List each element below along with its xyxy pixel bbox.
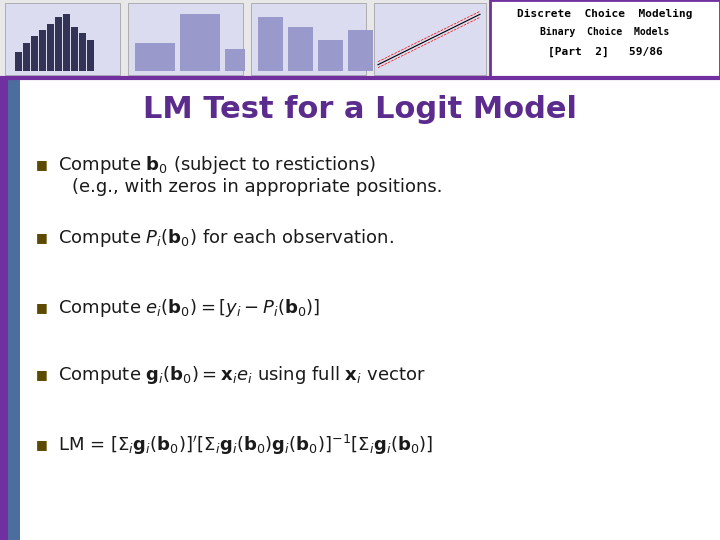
Bar	[8, 78, 20, 540]
Text: ■: ■	[36, 368, 48, 381]
Text: (e.g., with zeros in appropriate positions.: (e.g., with zeros in appropriate positio…	[72, 178, 443, 196]
Bar	[5, 3, 120, 75]
Bar	[39, 30, 46, 71]
Text: ■: ■	[36, 159, 48, 172]
Bar	[0, 78, 8, 540]
Text: LM = $[\Sigma_i\mathbf{g}_i(\mathbf{b}_0)]'[\Sigma_i\mathbf{g}_i(\mathbf{b}_0)\m: LM = $[\Sigma_i\mathbf{g}_i(\mathbf{b}_0…	[58, 433, 433, 457]
Bar	[128, 3, 243, 75]
Bar	[318, 39, 343, 71]
Bar	[258, 17, 283, 71]
Bar	[180, 14, 220, 71]
Text: ■: ■	[36, 301, 48, 314]
Bar	[288, 27, 313, 71]
Bar	[55, 17, 62, 71]
Bar	[63, 14, 70, 71]
Text: Compute $e_i(\mathbf{b}_0) = [y_i - P_i(\mathbf{b}_0)]$: Compute $e_i(\mathbf{b}_0) = [y_i - P_i(…	[58, 297, 320, 319]
Bar	[47, 24, 54, 71]
Bar	[348, 30, 373, 71]
Text: Compute $\mathbf{g}_i(\mathbf{b}_0) = \mathbf{x}_i e_i$ using full $\mathbf{x}_i: Compute $\mathbf{g}_i(\mathbf{b}_0) = \m…	[58, 364, 426, 386]
Bar	[87, 39, 94, 71]
Bar	[79, 33, 86, 71]
Text: Binary  Choice  Models: Binary Choice Models	[541, 27, 670, 37]
Bar	[490, 0, 720, 78]
Bar	[251, 3, 366, 75]
Text: ■: ■	[36, 232, 48, 245]
Text: ■: ■	[36, 438, 48, 451]
Bar	[225, 49, 245, 71]
Text: Discrete  Choice  Modeling: Discrete Choice Modeling	[517, 9, 693, 19]
Bar	[71, 27, 78, 71]
Text: [Part  2]   59/86: [Part 2] 59/86	[548, 47, 662, 57]
Bar	[374, 3, 486, 75]
Text: Compute $\mathbf{b}_0$ (subject to restictions): Compute $\mathbf{b}_0$ (subject to resti…	[58, 154, 376, 176]
Bar	[0, 0, 490, 78]
Text: LM Test for a Logit Model: LM Test for a Logit Model	[143, 96, 577, 125]
Text: Compute $P_i(\mathbf{b}_0)$ for each observation.: Compute $P_i(\mathbf{b}_0)$ for each obs…	[58, 227, 394, 249]
Bar	[15, 52, 22, 71]
Bar	[31, 36, 38, 71]
Bar	[135, 43, 175, 71]
Bar	[23, 43, 30, 71]
